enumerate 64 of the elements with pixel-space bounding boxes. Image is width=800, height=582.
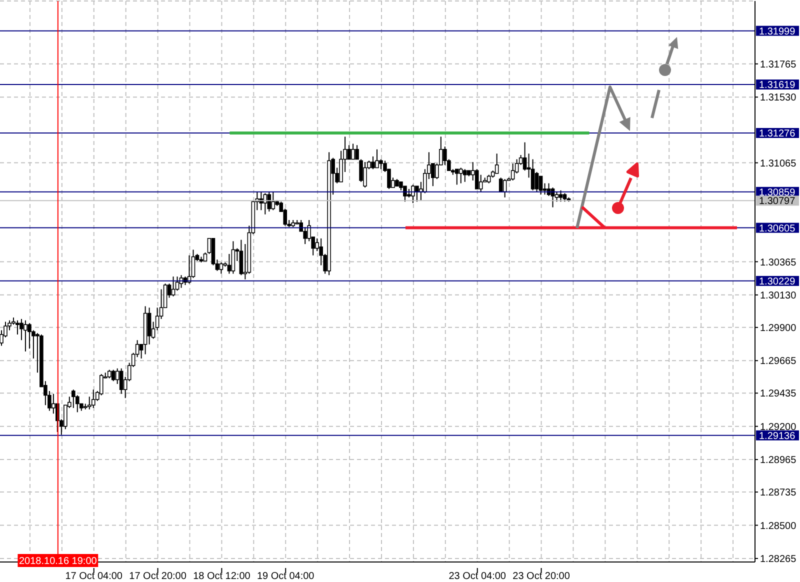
candlestick <box>227 253 232 274</box>
candlestick <box>91 389 96 408</box>
candlestick <box>379 158 383 170</box>
candlestick <box>538 176 543 196</box>
y-tick-label: 1.29200 <box>760 422 797 433</box>
x-tick-label: 17 Oct 20:00 <box>129 571 187 582</box>
y-tick-label: 1.28265 <box>760 554 797 566</box>
candlestick <box>458 167 463 184</box>
ref-line-label: 1.30859 <box>759 187 796 198</box>
candlestick <box>171 276 176 297</box>
y-tick-label: 1.29435 <box>760 388 797 400</box>
candlestick <box>355 144 359 160</box>
candlestick <box>347 144 351 160</box>
candlestick <box>147 307 152 345</box>
candlestick <box>219 262 224 274</box>
ref-line-label: 1.29136 <box>759 430 796 442</box>
candlestick <box>478 174 483 192</box>
y-tick-label: 1.29665 <box>760 356 797 368</box>
ref-line-label: 1.30605 <box>759 223 796 234</box>
candlestick <box>494 153 499 174</box>
y-tick-label: 1.31530 <box>760 92 797 104</box>
x-tick-label: 23 Oct 20:00 <box>512 571 570 582</box>
candlestick <box>522 142 527 172</box>
ref-line-label: 1.31999 <box>759 26 796 38</box>
candlestick <box>231 240 236 274</box>
ref-line-label: 1.31276 <box>759 128 796 140</box>
y-tick-label: 1.28500 <box>760 520 797 532</box>
ref-line-label: 1.30229 <box>759 276 796 288</box>
candlestick <box>510 163 515 181</box>
candlestick <box>558 190 563 202</box>
x-tick-label: 17 Oct 04:00 <box>65 571 123 582</box>
candlestick <box>16 320 20 335</box>
candlestick <box>415 186 419 202</box>
candlestick <box>271 191 276 211</box>
candlestick <box>72 389 76 408</box>
x-tick-label: 18 Oct 12:00 <box>193 571 251 582</box>
candlestick <box>303 226 307 245</box>
candlestick <box>24 320 28 352</box>
candlestick <box>363 162 367 188</box>
y-tick-label: 1.28735 <box>760 488 797 499</box>
candlestick <box>411 184 415 204</box>
x-tick-label: 19 Oct 04:00 <box>256 571 315 582</box>
y-tick-label: 1.31065 <box>760 158 797 170</box>
candlestick <box>454 168 459 186</box>
candlestick <box>403 186 407 202</box>
candlestick <box>239 239 244 276</box>
candlestick <box>111 369 116 382</box>
x-tick-label: 23 Oct 04:00 <box>448 571 506 582</box>
y-tick-label: 1.30365 <box>760 257 797 268</box>
candlestick <box>375 148 379 168</box>
candlestick <box>498 177 503 192</box>
y-tick-label: 1.30130 <box>760 290 797 302</box>
candlestick <box>371 156 375 170</box>
candlestick <box>119 368 124 394</box>
candlestick <box>534 171 539 192</box>
y-tick-label: 1.28965 <box>760 455 797 466</box>
y-tick-label: 1.31765 <box>760 59 797 70</box>
y-tick-label: 1.29900 <box>760 322 797 334</box>
candlestick <box>267 191 272 212</box>
ref-line-label: 1.31619 <box>759 80 796 92</box>
ref-line-label: 1.30797 <box>759 196 796 208</box>
candlestick <box>351 143 355 160</box>
x-tick-label: 2018.10.16 19:00 <box>18 556 98 567</box>
candlestick <box>462 168 467 182</box>
